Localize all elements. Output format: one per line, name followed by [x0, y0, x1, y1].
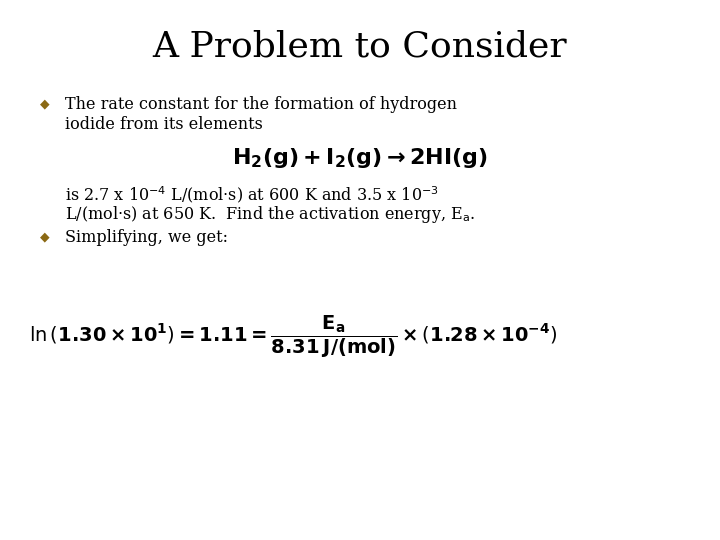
Text: L/(mol$\cdot$s) at 650 K.  Find the activation energy, E$_\mathrm{a}$.: L/(mol$\cdot$s) at 650 K. Find the activ…	[65, 204, 475, 225]
Text: A Problem to Consider: A Problem to Consider	[153, 30, 567, 64]
Text: $\mathbf{H_2(g)+I_2(g)\rightarrow 2HI(g)}$: $\mathbf{H_2(g)+I_2(g)\rightarrow 2HI(g)…	[232, 146, 488, 170]
Text: The rate constant for the formation of hydrogen: The rate constant for the formation of h…	[65, 96, 456, 113]
Text: Simplifying, we get:: Simplifying, we get:	[65, 229, 228, 246]
Text: is 2.7 x 10$^{-4}$ L/(mol$\cdot$s) at 600 K and 3.5 x 10$^{-3}$: is 2.7 x 10$^{-4}$ L/(mol$\cdot$s) at 60…	[65, 184, 438, 205]
Text: iodide from its elements: iodide from its elements	[65, 116, 263, 133]
Text: ◆: ◆	[40, 97, 49, 110]
Text: $\mathbf{\ln\left(1.30\times10^{1}\right)=1.11=\dfrac{E_a}{8.31\:J/(mol)}\times\: $\mathbf{\ln\left(1.30\times10^{1}\right…	[29, 313, 557, 360]
Text: ◆: ◆	[40, 230, 49, 243]
